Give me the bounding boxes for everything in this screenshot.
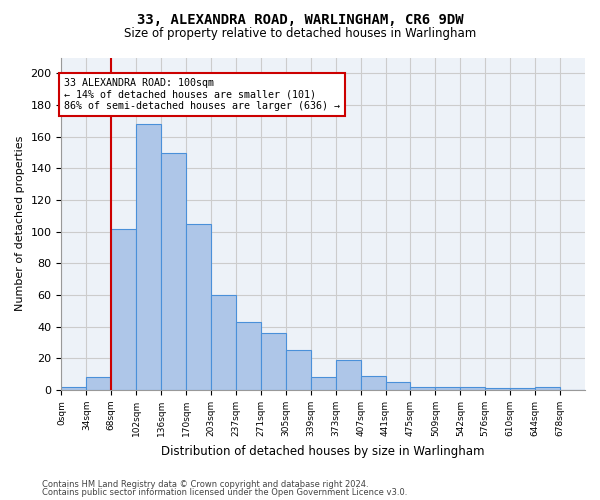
Bar — [535, 387, 560, 390]
Bar — [485, 388, 510, 390]
Bar — [436, 387, 460, 390]
Text: 33 ALEXANDRA ROAD: 100sqm
← 14% of detached houses are smaller (101)
86% of semi: 33 ALEXANDRA ROAD: 100sqm ← 14% of detac… — [64, 78, 340, 112]
Bar — [186, 224, 211, 390]
Y-axis label: Number of detached properties: Number of detached properties — [15, 136, 25, 312]
Bar — [61, 387, 86, 390]
Text: 33, ALEXANDRA ROAD, WARLINGHAM, CR6 9DW: 33, ALEXANDRA ROAD, WARLINGHAM, CR6 9DW — [137, 12, 463, 26]
Text: Size of property relative to detached houses in Warlingham: Size of property relative to detached ho… — [124, 28, 476, 40]
Bar — [361, 376, 386, 390]
Bar — [111, 228, 136, 390]
Bar — [136, 124, 161, 390]
Bar — [386, 382, 410, 390]
Bar — [410, 387, 436, 390]
Text: Contains HM Land Registry data © Crown copyright and database right 2024.: Contains HM Land Registry data © Crown c… — [42, 480, 368, 489]
Bar — [86, 378, 111, 390]
Bar — [311, 378, 335, 390]
Bar — [460, 387, 485, 390]
Text: Contains public sector information licensed under the Open Government Licence v3: Contains public sector information licen… — [42, 488, 407, 497]
Bar — [236, 322, 261, 390]
Bar — [161, 152, 186, 390]
Bar — [261, 333, 286, 390]
Bar — [211, 295, 236, 390]
X-axis label: Distribution of detached houses by size in Warlingham: Distribution of detached houses by size … — [161, 444, 485, 458]
Bar — [335, 360, 361, 390]
Bar — [510, 388, 535, 390]
Bar — [286, 350, 311, 390]
